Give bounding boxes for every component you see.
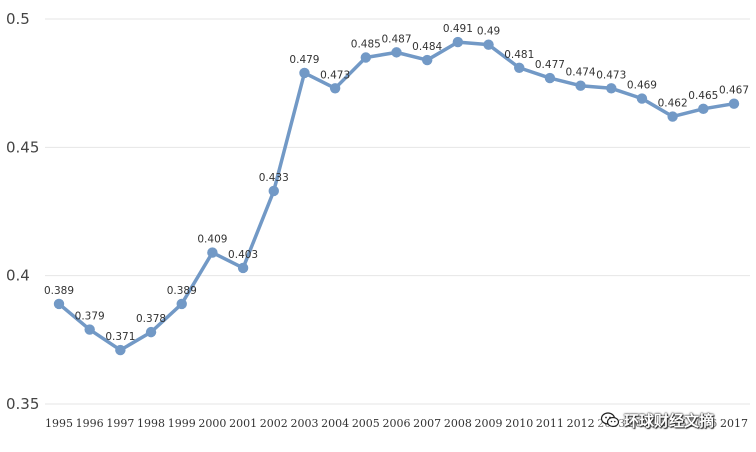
watermark: 环球财经文摘 (598, 409, 719, 431)
data-point (421, 54, 433, 66)
data-label: 0.469 (627, 80, 657, 92)
x-tick-label: 2016 (689, 417, 717, 430)
data-label: 0.403 (228, 249, 258, 261)
data-point (452, 36, 464, 48)
data-point (728, 98, 740, 109)
x-tick-label: 1999 (168, 417, 196, 430)
x-tick-label: 2014 (628, 417, 656, 430)
x-tick-label: 2001 (229, 417, 257, 430)
x-tick-label: 2003 (290, 417, 318, 430)
x-tick-label: 2004 (321, 417, 349, 430)
x-tick-label: 2009 (475, 417, 503, 430)
x-tick-label: 2006 (383, 417, 411, 430)
x-tick-label: 1998 (137, 417, 165, 430)
data-point (207, 247, 218, 258)
data-label: 0.477 (535, 59, 565, 71)
data-label: 0.473 (596, 69, 626, 81)
data-label: 0.467 (719, 85, 749, 97)
data-label: 0.371 (105, 331, 135, 343)
data-label: 0.481 (504, 49, 534, 61)
data-point (176, 298, 187, 310)
x-tick-label: 2012 (567, 417, 595, 430)
x-tick-label: 1997 (106, 417, 134, 430)
y-tick-label: 0.4 (6, 267, 30, 285)
data-label: 0.379 (75, 311, 105, 323)
data-label: 0.433 (259, 172, 289, 184)
x-tick-label: 1995 (45, 417, 73, 430)
data-point (698, 103, 709, 115)
data-point (115, 344, 126, 356)
data-point (636, 93, 648, 104)
data-label: 0.484 (412, 41, 442, 53)
x-tick-label: 2008 (444, 417, 472, 430)
y-tick-label: 0.35 (6, 395, 39, 413)
y-tick-label: 0.5 (6, 10, 30, 28)
data-label: 0.491 (443, 23, 473, 35)
x-tick-label: 2010 (505, 417, 533, 430)
data-label: 0.485 (351, 39, 381, 51)
data-point (391, 47, 402, 58)
data-label: 0.409 (197, 234, 227, 246)
x-tick-label: 2002 (260, 417, 288, 430)
data-point (483, 39, 494, 50)
data-label: 0.473 (320, 69, 350, 81)
data-point (53, 298, 65, 310)
data-point (299, 67, 310, 79)
data-point (268, 185, 279, 197)
x-tick-label: 2015 (659, 417, 687, 430)
data-label: 0.487 (381, 33, 411, 45)
x-tick-label: 2007 (413, 417, 441, 430)
data-point (84, 324, 95, 335)
x-tick-label: 2011 (536, 417, 564, 430)
x-tick-label: 2005 (352, 417, 380, 430)
data-point (667, 111, 678, 122)
data-label: 0.378 (136, 313, 166, 325)
data-label: 0.479 (289, 54, 319, 66)
data-point (575, 80, 586, 91)
data-point (145, 326, 157, 338)
watermark-text: 环球财经文摘 (624, 411, 715, 430)
data-label: 0.389 (44, 285, 74, 297)
data-point (544, 72, 556, 84)
data-label: 0.474 (566, 67, 596, 79)
data-point (329, 83, 341, 94)
wechat-icon (600, 412, 620, 428)
x-tick-label: 2017 (720, 417, 748, 430)
data-label: 0.49 (477, 26, 500, 38)
x-tick-label: 1996 (76, 417, 104, 430)
data-point (237, 262, 249, 274)
data-point (606, 83, 617, 94)
data-point (514, 62, 525, 73)
data-label: 0.462 (658, 98, 688, 110)
x-tick-label: 2000 (198, 417, 226, 430)
y-tick-label: 0.45 (6, 138, 39, 156)
data-label: 0.389 (167, 285, 197, 297)
data-point (360, 52, 372, 63)
data-label: 0.465 (688, 90, 718, 102)
